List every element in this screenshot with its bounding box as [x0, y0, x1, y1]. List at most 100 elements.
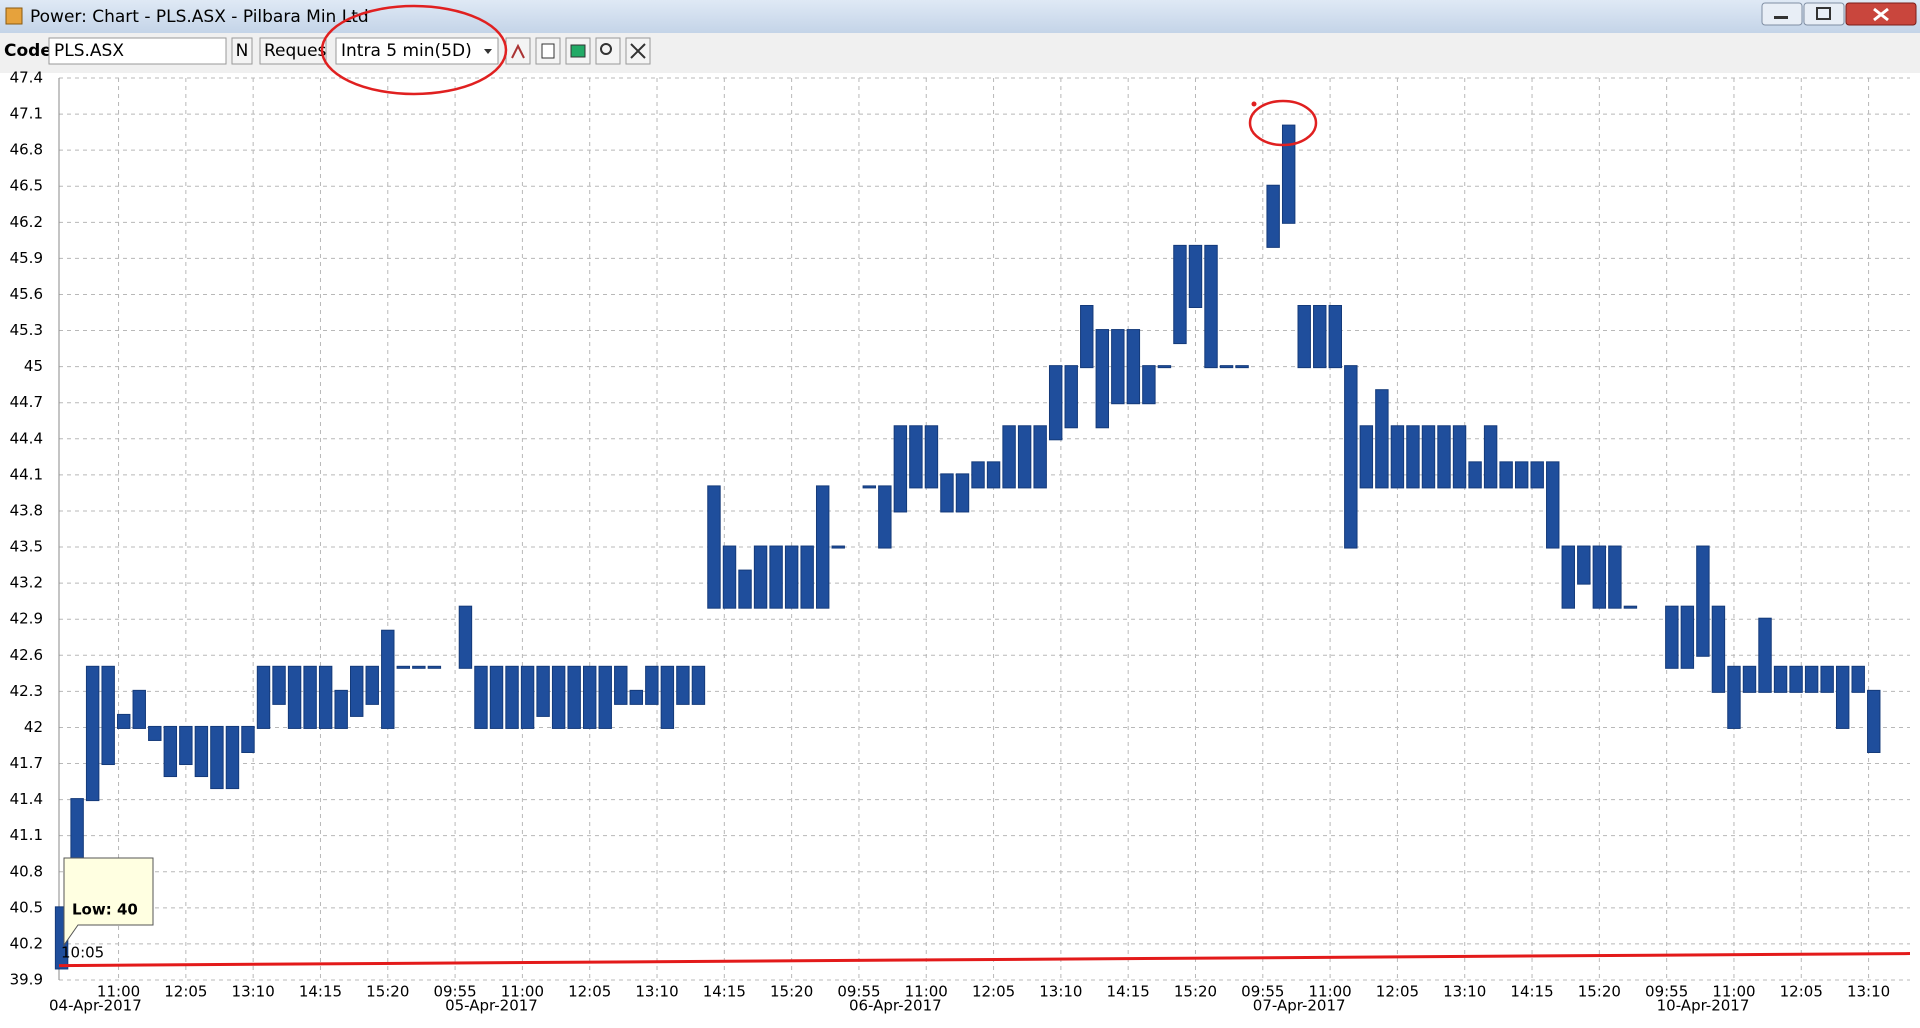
price-bar [722, 545, 737, 609]
price-bar [567, 665, 581, 729]
price-bar [1727, 665, 1741, 729]
y-tick-label: 45.9 [10, 249, 43, 267]
price-bar [1188, 244, 1203, 309]
price-bar [1048, 365, 1063, 441]
y-tick-label: 42.6 [10, 646, 43, 664]
app-icon [5, 7, 23, 25]
price-bar [1608, 545, 1622, 609]
price-bar [691, 665, 706, 705]
y-tick-label: 41.4 [10, 790, 43, 808]
y-tick-label: 42 [24, 718, 43, 736]
x-tick-label: 15:20 [366, 983, 409, 1001]
tool-button[interactable] [505, 37, 531, 65]
y-tick-label: 47.4 [10, 69, 43, 87]
price-bar [489, 665, 504, 729]
interval-dropdown[interactable] [335, 37, 499, 65]
price-bar [318, 665, 333, 729]
price-bar [784, 545, 799, 609]
price-bar [1219, 365, 1234, 369]
price-bar [1867, 689, 1881, 753]
price-bar [1623, 605, 1638, 609]
price-bar [148, 725, 162, 741]
price-bar [117, 713, 131, 729]
price-bar [194, 725, 209, 778]
minimize-button[interactable] [1761, 2, 1803, 26]
price-bar [878, 485, 892, 549]
window-title: Power: Chart - PLS.ASX - Pilbara Min Ltd [30, 7, 369, 27]
price-bar [815, 485, 830, 609]
x-tick-label: 11:00 [501, 983, 544, 1001]
price-bar [287, 665, 302, 729]
price-bar [645, 665, 659, 705]
y-tick-label: 47.1 [10, 105, 43, 123]
y-tick-label: 44.4 [10, 429, 43, 447]
price-bar [971, 461, 985, 489]
price-bar [474, 665, 488, 729]
price-bar [256, 665, 271, 729]
price-bar [1002, 425, 1016, 489]
request-button[interactable] [259, 37, 327, 65]
price-bar [909, 425, 923, 489]
n-button[interactable] [231, 37, 253, 65]
tool-icon [570, 44, 586, 58]
x-tick-label: 11:00 [1712, 983, 1755, 1001]
y-tick-label: 42.9 [10, 610, 43, 628]
y-tick-label: 43.2 [10, 574, 43, 592]
y-tick-label: 40.8 [10, 862, 43, 880]
annotation-ellipse [320, 4, 508, 96]
y-tick-label: 45.3 [10, 321, 43, 339]
x-tick-label: 09:55 [1645, 983, 1688, 1001]
maximize-button[interactable] [1803, 2, 1845, 26]
y-tick-label: 40.2 [10, 934, 43, 952]
tool-icon [630, 43, 646, 59]
code-value: PLS.ASX [54, 41, 124, 61]
price-bar [412, 665, 426, 669]
x-tick-label: 13:10 [635, 983, 678, 1001]
x-tick-label: 09:55 [1241, 983, 1284, 1001]
x-tick-label: 12:05 [164, 983, 207, 1001]
price-bar [1665, 605, 1679, 669]
price-bar [132, 689, 146, 729]
price-bar [101, 665, 115, 766]
y-tick-label: 44.1 [10, 465, 43, 483]
price-bar [1344, 365, 1358, 549]
price-bar [598, 665, 612, 729]
price-bar [1266, 184, 1280, 248]
price-bar [272, 665, 286, 705]
y-tick-label: 42.3 [10, 682, 43, 700]
price-bar [210, 725, 224, 790]
price-bar [986, 461, 1001, 489]
price-bar [1696, 545, 1710, 657]
interval-value: Intra 5 min(5D) [341, 41, 472, 61]
indicator-line [58, 952, 1911, 968]
x-tick-label: 12:05 [972, 983, 1015, 1001]
tooltip-label: Low: 40 [72, 901, 138, 919]
price-bar [551, 665, 566, 729]
price-bar [893, 425, 908, 513]
maximize-icon [1816, 7, 1831, 20]
y-tick-label: 45.6 [10, 285, 43, 303]
y-tick-label: 39.9 [10, 971, 43, 989]
price-bar [85, 665, 100, 802]
price-bar [1789, 665, 1803, 693]
tool-icon [541, 43, 555, 59]
price-bar [1851, 665, 1865, 693]
tool-button[interactable] [595, 37, 621, 65]
code-input[interactable] [48, 37, 227, 65]
x-tick-label: 09:55 [837, 983, 880, 1001]
y-tick-label: 46.2 [10, 213, 43, 231]
price-bar [1359, 425, 1374, 489]
x-tick-label: 14:15 [299, 983, 342, 1001]
price-bar [1711, 605, 1726, 693]
annotation-dot [1251, 101, 1257, 107]
price-bar [660, 665, 675, 729]
x-tick-label: 12:05 [568, 983, 611, 1001]
date-label: 05-Apr-2017 [445, 997, 538, 1015]
minimize-icon [1774, 16, 1788, 19]
x-tick-label: 14:15 [703, 983, 746, 1001]
price-bar [1173, 244, 1187, 345]
price-bar [1530, 461, 1544, 489]
price-bar [1375, 389, 1389, 489]
price-bar [350, 665, 364, 717]
